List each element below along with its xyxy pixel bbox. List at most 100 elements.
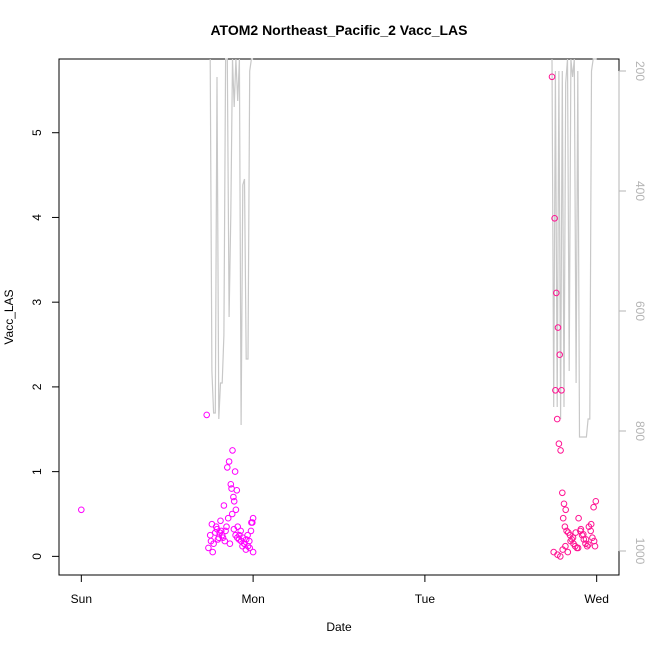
- data-point: [559, 514, 567, 522]
- data-point: [203, 411, 210, 419]
- data-point: [548, 73, 556, 81]
- data-point: [230, 498, 238, 505]
- data-point: [575, 514, 582, 522]
- data-point: [564, 548, 572, 556]
- y-tick-label: 1: [30, 468, 44, 475]
- data-point: [207, 537, 215, 545]
- data-point: [209, 548, 216, 556]
- data-point: [572, 529, 580, 536]
- data-point: [249, 519, 256, 526]
- data-point: [556, 351, 564, 359]
- y-axis-label: Vacc_LAS: [2, 289, 16, 344]
- data-point: [219, 534, 227, 542]
- data-point: [246, 544, 253, 552]
- x-axis-label: Date: [326, 620, 352, 634]
- data-point: [229, 447, 236, 454]
- data-point: [580, 531, 587, 538]
- data-point: [249, 514, 257, 522]
- depth-line: [551, 58, 597, 438]
- data-point: [582, 536, 590, 543]
- data-point: [205, 544, 212, 552]
- y2-tick-label: 400: [633, 181, 647, 201]
- data-point: [224, 514, 232, 522]
- data-point: [221, 537, 229, 545]
- data-point: [232, 506, 240, 514]
- chart-title: ATOM2 Northeast_Pacific_2 Vacc_LAS: [210, 22, 467, 38]
- y-tick-label: 2: [30, 383, 44, 390]
- y2-tick-label: 600: [633, 301, 647, 321]
- data-point: [555, 440, 563, 448]
- data-point: [569, 534, 577, 542]
- data-point: [234, 534, 241, 542]
- data-point: [591, 542, 599, 550]
- data-point: [246, 537, 253, 545]
- depth-line: [209, 58, 254, 426]
- data-point: [563, 527, 570, 535]
- data-point: [218, 527, 225, 535]
- x-tick-label: Tue: [415, 592, 436, 606]
- y-tick-label: 4: [30, 214, 44, 221]
- data-point: [551, 215, 558, 222]
- x-tick-label: Sun: [71, 592, 92, 606]
- data-point: [562, 506, 570, 514]
- data-point: [574, 544, 582, 552]
- data-point: [228, 510, 236, 518]
- data-point: [242, 546, 250, 553]
- data-point: [578, 531, 586, 539]
- data-point: [557, 447, 564, 454]
- plot-frame: [58, 58, 620, 576]
- data-point: [233, 487, 241, 494]
- data-point: [223, 523, 230, 531]
- data-point: [216, 529, 223, 536]
- data-point: [212, 523, 220, 531]
- y2-tick-label: 1000: [633, 538, 647, 565]
- data-point: [235, 536, 243, 543]
- y-tick-label: 0: [30, 553, 44, 560]
- data-point: [592, 498, 600, 505]
- data-point: [225, 458, 233, 465]
- data-point: [222, 527, 229, 535]
- data-point: [553, 289, 560, 297]
- data-point: [237, 527, 244, 535]
- data-point: [230, 525, 238, 533]
- y-tick-label: 5: [30, 129, 44, 136]
- y-axis: 0 1 2 3 4 5: [30, 129, 60, 560]
- data-point: [220, 502, 228, 509]
- data-point: [561, 523, 569, 531]
- points-layer: [78, 73, 600, 560]
- data-point: [587, 527, 595, 535]
- data-point: [217, 517, 224, 525]
- data-point: [230, 493, 237, 501]
- data-point: [554, 324, 562, 331]
- data-point: [589, 534, 596, 542]
- y2-tick-label: 200: [633, 61, 647, 81]
- x-axis: Sun Mon Tue Wed: [71, 574, 609, 606]
- data-point: [231, 468, 239, 475]
- secondary-y-axis: 200 400 600 800 1000: [618, 61, 647, 565]
- data-point: [590, 503, 597, 511]
- data-point: [568, 536, 576, 543]
- data-point: [244, 531, 251, 539]
- data-point: [224, 464, 231, 471]
- data-point: [553, 415, 561, 423]
- data-point: [585, 541, 592, 548]
- data-point: [249, 548, 257, 556]
- depth-line-layer: [209, 58, 597, 438]
- data-point: [226, 540, 234, 548]
- data-point: [560, 500, 568, 508]
- data-point: [557, 553, 564, 560]
- data-point: [562, 542, 569, 550]
- y-tick-label: 3: [30, 299, 44, 306]
- data-point: [583, 542, 591, 550]
- data-point: [577, 525, 585, 533]
- data-point: [247, 527, 255, 535]
- y2-tick-label: 800: [633, 421, 647, 441]
- data-point: [78, 506, 85, 514]
- data-point: [587, 520, 595, 528]
- data-point: [240, 540, 248, 548]
- data-point: [559, 489, 566, 497]
- data-point: [558, 387, 565, 394]
- x-tick-label: Mon: [241, 592, 264, 606]
- data-point: [227, 481, 235, 488]
